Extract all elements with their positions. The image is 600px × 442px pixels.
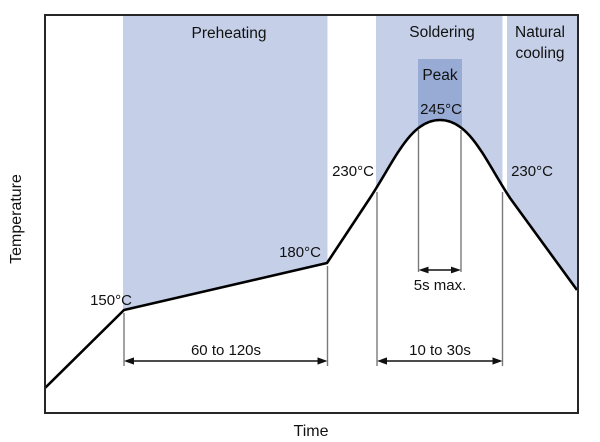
arrow-peak-left-head [418, 266, 429, 274]
arrow-preheat-right-head [317, 357, 328, 365]
temp-180-label: 180°C [279, 244, 321, 261]
arrow-peak-right-head [451, 266, 461, 274]
preheat-duration-label: 60 to 120s [191, 342, 261, 359]
dimension-arrows [124, 266, 503, 365]
plot-border [44, 14, 579, 414]
natural-cooling-label-line1: Natural [515, 24, 565, 41]
ylabel-temperature: Temperature [8, 174, 25, 264]
preheating-label: Preheating [192, 25, 267, 42]
peak-label: Peak [422, 67, 458, 84]
arrow-preheat-left-head [124, 357, 134, 365]
temp-245-label: 245°C [420, 101, 462, 118]
temperature-curve [44, 118, 579, 389]
xlabel-time: Time [294, 423, 329, 440]
arrow-solder-right-head [492, 357, 503, 365]
dimension-lines [123, 130, 504, 366]
peak-duration-label: 5s max. [414, 277, 467, 294]
arrow-solder-left-head [377, 357, 387, 365]
temp-230-left-label: 230°C [332, 163, 374, 180]
temp-150-label: 150°C [90, 292, 132, 309]
soldering-label: Soldering [409, 24, 475, 41]
natural-cooling-label-line2: cooling [515, 45, 564, 62]
solder-duration-label: 10 to 30s [409, 342, 471, 359]
temp-230-right-label: 230°C [511, 163, 553, 180]
